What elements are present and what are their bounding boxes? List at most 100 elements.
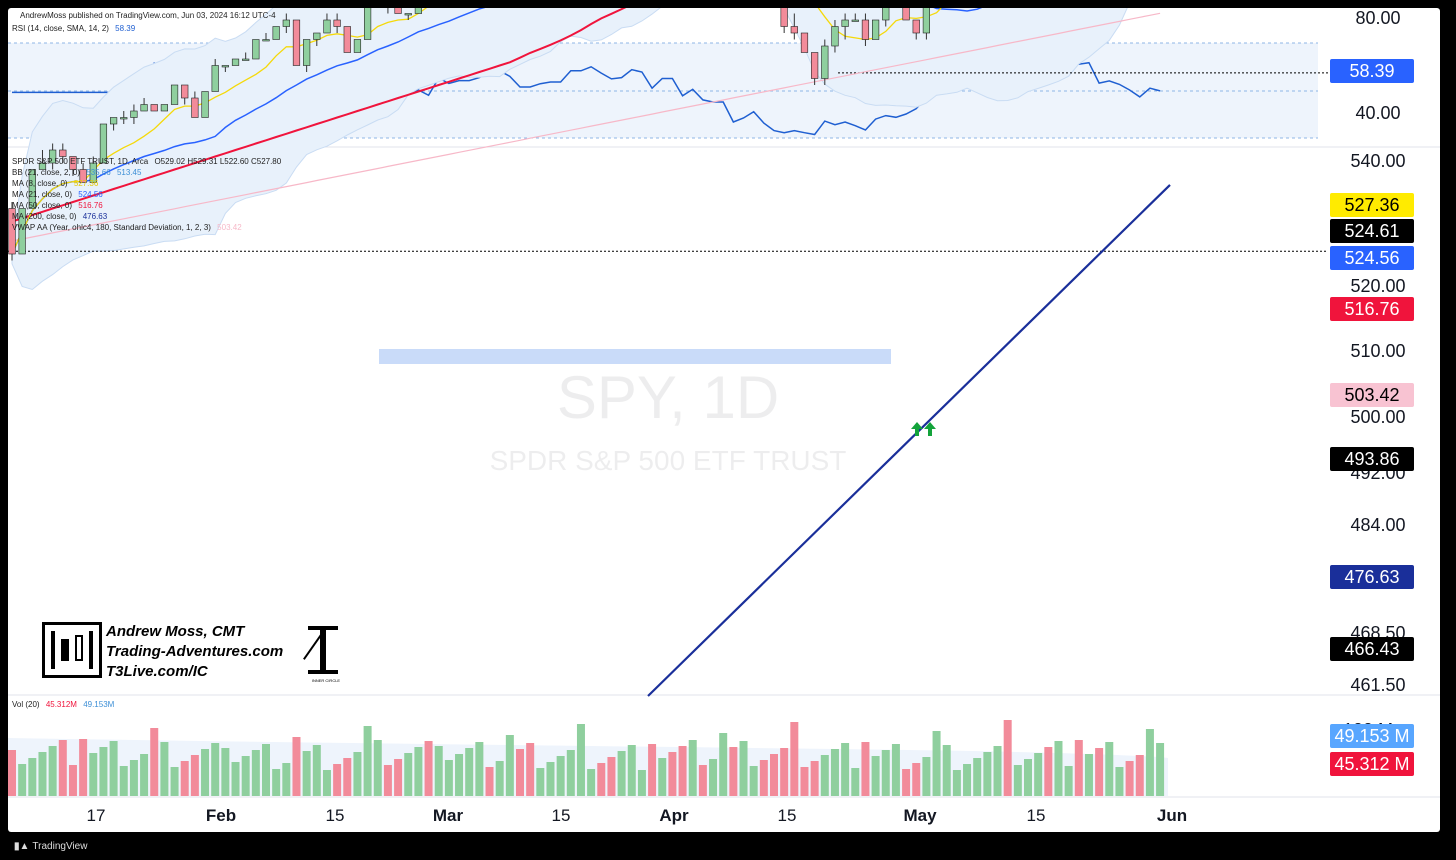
candle-body[interactable] bbox=[851, 19, 859, 22]
candle-body[interactable] bbox=[313, 32, 321, 40]
candle-body[interactable] bbox=[871, 19, 880, 40]
candle-body[interactable] bbox=[130, 110, 138, 118]
candle-body[interactable] bbox=[28, 169, 36, 209]
volume-bar bbox=[820, 755, 829, 796]
candle-body[interactable] bbox=[38, 162, 47, 170]
candle-body[interactable] bbox=[150, 104, 158, 112]
volume-bar bbox=[729, 747, 738, 796]
candle-body[interactable] bbox=[292, 19, 301, 66]
volume-bar bbox=[404, 753, 413, 796]
candle-body[interactable] bbox=[59, 149, 67, 157]
ma8-legend[interactable]: MA (8, close, 0) 527.36 bbox=[12, 179, 98, 189]
ma21-value: 524.56 bbox=[78, 190, 103, 199]
volume-bar bbox=[1095, 748, 1104, 796]
volume-bar bbox=[658, 758, 667, 796]
volume-bar bbox=[790, 722, 799, 796]
candle-body[interactable] bbox=[211, 65, 219, 92]
rsi-axis-tick: 80.00 bbox=[1355, 8, 1400, 28]
candle-body[interactable] bbox=[394, 8, 402, 14]
volume-bar bbox=[485, 767, 494, 796]
candle-body[interactable] bbox=[252, 39, 260, 60]
candle-body[interactable] bbox=[191, 97, 199, 118]
volume-badge bbox=[1330, 724, 1414, 748]
price-legend-symbol[interactable]: SPDR S&P 500 ETF TRUST, 1D, Arca O529.02… bbox=[12, 157, 281, 167]
volume-bar bbox=[262, 744, 270, 796]
candle-body[interactable] bbox=[780, 8, 788, 27]
candle-body[interactable] bbox=[262, 39, 270, 42]
candle-body[interactable] bbox=[181, 84, 189, 99]
watermark-name: SPDR S&P 500 ETF TRUST bbox=[490, 445, 847, 476]
candle-body[interactable] bbox=[404, 13, 412, 16]
ma50-label: MA (50, close, 0) bbox=[12, 201, 73, 210]
chart-svg[interactable]: SPY, 1D SPDR S&P 500 ETF TRUST 540.00 520.0… bbox=[8, 8, 1440, 832]
volume-bar bbox=[912, 763, 921, 796]
seal-text: INNER CIRCLE bbox=[311, 678, 341, 683]
volume-bar bbox=[99, 747, 108, 796]
volume-badge bbox=[1330, 752, 1414, 776]
vol-legend[interactable]: Vol (20) 45.312M 49.153M bbox=[12, 700, 114, 710]
candle-body[interactable] bbox=[303, 39, 311, 66]
candle-body[interactable] bbox=[363, 8, 372, 40]
candle-body[interactable] bbox=[831, 26, 839, 47]
candle-body[interactable] bbox=[800, 32, 809, 53]
candle-body[interactable] bbox=[882, 8, 890, 21]
candle-body[interactable] bbox=[841, 19, 849, 27]
candle-body[interactable] bbox=[861, 19, 870, 40]
candle-body[interactable] bbox=[922, 8, 930, 34]
vwap-legend[interactable]: VWAP AA (Year, ohlc4, 180, Standard Devi… bbox=[12, 223, 242, 233]
candle-body[interactable] bbox=[902, 8, 910, 21]
candle-body[interactable] bbox=[99, 123, 108, 164]
price-badge-label: 503.42 bbox=[1344, 385, 1399, 405]
candle-body[interactable] bbox=[69, 156, 77, 170]
candle-body[interactable] bbox=[333, 19, 341, 27]
rsi-legend-value: 58.39 bbox=[115, 24, 136, 33]
candle-body[interactable] bbox=[323, 19, 331, 34]
candle-body[interactable] bbox=[8, 208, 16, 255]
volume-bar bbox=[566, 750, 575, 796]
candle-body[interactable] bbox=[343, 26, 351, 53]
volume-bar bbox=[495, 761, 504, 796]
volume-bar bbox=[353, 752, 362, 796]
volume-bar bbox=[343, 758, 352, 796]
ma50-legend[interactable]: MA (50, close, 0) 516.76 bbox=[12, 201, 103, 211]
candle-body[interactable] bbox=[282, 19, 290, 27]
candle-body[interactable] bbox=[353, 39, 362, 53]
candle-body[interactable] bbox=[231, 58, 240, 66]
time-axis-label: 15 bbox=[552, 806, 571, 825]
price-badge-label: 524.56 bbox=[1344, 248, 1399, 268]
price-badge bbox=[1330, 297, 1414, 321]
ma200-legend[interactable]: MA (200, close, 0) 476.63 bbox=[12, 212, 107, 222]
ma21-legend[interactable]: MA (21, close, 0) 524.56 bbox=[12, 190, 103, 200]
candle-body[interactable] bbox=[811, 52, 819, 79]
volume-bar bbox=[1024, 759, 1032, 796]
volume-bar bbox=[434, 746, 443, 796]
candle-body[interactable] bbox=[49, 149, 57, 164]
ma200-value: 476.63 bbox=[82, 212, 108, 221]
chart-canvas[interactable]: SPY, 1D SPDR S&P 500 ETF TRUST 540.00 520.0… bbox=[8, 8, 1440, 832]
candle-body[interactable] bbox=[18, 208, 26, 255]
candle-body[interactable] bbox=[221, 65, 229, 68]
candle-body[interactable] bbox=[170, 84, 179, 105]
volume-bar bbox=[68, 765, 77, 796]
candle-body[interactable] bbox=[414, 8, 423, 14]
volume-bar bbox=[414, 747, 423, 796]
candle-body[interactable] bbox=[120, 117, 128, 120]
candle-body[interactable] bbox=[201, 91, 209, 118]
candle-body[interactable] bbox=[790, 26, 798, 34]
vwap-label: VWAP AA (Year, ohlc4, 180, Standard Devi… bbox=[12, 223, 211, 232]
candle-body[interactable] bbox=[140, 104, 148, 112]
price-badge bbox=[1330, 447, 1414, 471]
price-badge-label: 493.86 bbox=[1344, 449, 1399, 469]
candle-body[interactable] bbox=[821, 45, 829, 79]
candle-body[interactable] bbox=[912, 19, 920, 34]
candle-body[interactable] bbox=[89, 162, 97, 183]
volume-bar bbox=[973, 758, 982, 796]
rsi-legend[interactable]: RSI (14, close, SMA, 14, 2) 58.39 bbox=[12, 24, 135, 34]
candle-body[interactable] bbox=[272, 26, 280, 40]
bb-legend[interactable]: BB (21, close, 2, 0) 535.66 513.45 bbox=[12, 168, 141, 178]
volume-bar bbox=[221, 748, 230, 796]
candle-body[interactable] bbox=[242, 58, 250, 61]
candle-body[interactable] bbox=[160, 104, 169, 112]
candle-body[interactable] bbox=[110, 117, 118, 125]
candle-body[interactable] bbox=[79, 169, 87, 183]
